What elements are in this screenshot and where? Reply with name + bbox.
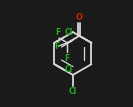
Text: F: F [65, 54, 70, 62]
Text: O: O [76, 13, 83, 22]
Text: Cl: Cl [69, 87, 77, 96]
Text: Cl: Cl [64, 28, 72, 37]
Text: Cl: Cl [64, 65, 72, 74]
Text: F: F [55, 42, 60, 51]
Text: F: F [56, 28, 61, 37]
